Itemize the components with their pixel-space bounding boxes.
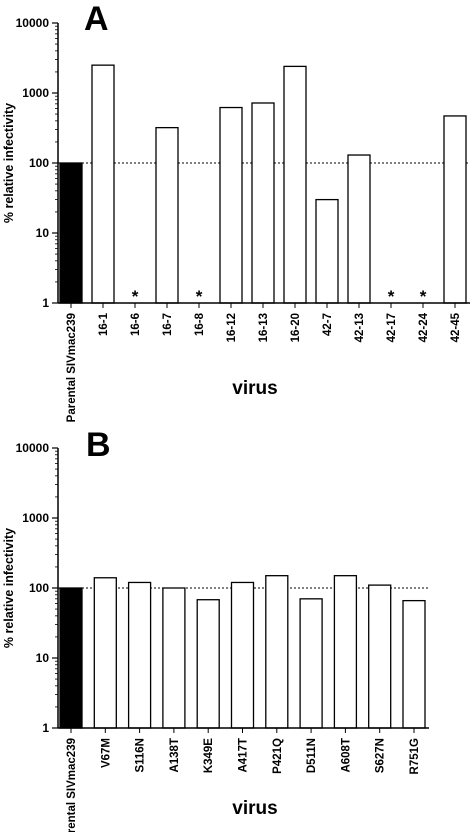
no-infectivity-marker: * bbox=[196, 287, 203, 306]
x-axis-title: virus bbox=[232, 378, 277, 399]
y-tick-label: 1000 bbox=[22, 86, 49, 100]
y-tick-label: 10000 bbox=[16, 16, 50, 30]
y-axis-title: % relative infectivity bbox=[2, 528, 16, 648]
y-tick-label: 1 bbox=[42, 721, 49, 735]
y-tick-label: 10000 bbox=[16, 441, 50, 455]
bar bbox=[91, 64, 115, 304]
category-label: 42-45 bbox=[450, 312, 462, 342]
category-label: 42-7 bbox=[322, 313, 334, 336]
no-infectivity-marker: * bbox=[388, 287, 395, 306]
category-label: 16-7 bbox=[162, 313, 174, 336]
category-label: Parental SIVmac239 bbox=[66, 738, 78, 832]
panel-b-chart: B 1 10 100 1000 10000 Parental SIVmac239 V67M S1… bbox=[2, 426, 429, 832]
bar bbox=[155, 126, 179, 304]
panel-letter: B bbox=[86, 426, 111, 464]
bar bbox=[443, 115, 467, 304]
category-label: S627N bbox=[375, 738, 387, 773]
category-label: A138T bbox=[169, 738, 181, 773]
bar bbox=[251, 102, 275, 304]
category-label: D511N bbox=[306, 738, 318, 773]
category-label: 42-13 bbox=[354, 313, 366, 342]
bar bbox=[59, 162, 83, 304]
bar bbox=[127, 581, 152, 729]
panel-letter: A bbox=[84, 0, 109, 38]
category-label: 16-1 bbox=[98, 312, 110, 336]
category-label: S116N bbox=[135, 738, 147, 773]
category-label: 16-12 bbox=[226, 313, 238, 342]
category-label: 16-6 bbox=[130, 313, 142, 336]
y-tick-label: 100 bbox=[29, 581, 49, 595]
no-infectivity-marker: * bbox=[420, 287, 427, 306]
category-label: 16-20 bbox=[290, 313, 302, 342]
category-label: R751G bbox=[409, 738, 421, 774]
y-tick-label: 10 bbox=[36, 226, 50, 240]
bar bbox=[315, 198, 339, 304]
y-tick-label: 1000 bbox=[22, 511, 49, 525]
bar bbox=[59, 587, 83, 729]
category-label: A417T bbox=[238, 738, 250, 773]
no-infectivity-marker: * bbox=[132, 287, 139, 306]
bar bbox=[265, 575, 289, 729]
y-tick-label: 1 bbox=[42, 296, 49, 310]
category-label: A608T bbox=[340, 738, 352, 773]
category-label: P421Q bbox=[272, 738, 284, 774]
bar bbox=[299, 598, 323, 729]
bar bbox=[219, 106, 243, 304]
category-label: 42-24 bbox=[418, 312, 430, 342]
x-axis-title: virus bbox=[232, 798, 277, 819]
y-tick-label: 10 bbox=[36, 651, 50, 665]
bar bbox=[196, 599, 220, 729]
category-label: Parental SIVmac239 bbox=[66, 313, 78, 422]
bar bbox=[368, 584, 392, 729]
category-label: V67M bbox=[100, 738, 112, 768]
y-axis-title: % relative infectivity bbox=[2, 103, 16, 223]
bar bbox=[333, 575, 358, 729]
panel-a-chart: A 1 10 100 1000 10000 Parental SIVmac239 16-1 * 1… bbox=[2, 0, 470, 422]
category-label: 16-8 bbox=[194, 312, 206, 336]
y-tick-label: 100 bbox=[29, 156, 49, 170]
bar bbox=[230, 581, 255, 729]
bar bbox=[93, 577, 117, 729]
category-label: 16-13 bbox=[258, 313, 270, 342]
category-label: 42-17 bbox=[386, 313, 398, 342]
bar bbox=[162, 587, 186, 729]
bar bbox=[402, 599, 426, 729]
bar bbox=[347, 154, 371, 304]
category-label: K349E bbox=[203, 738, 215, 773]
bar bbox=[283, 65, 307, 304]
